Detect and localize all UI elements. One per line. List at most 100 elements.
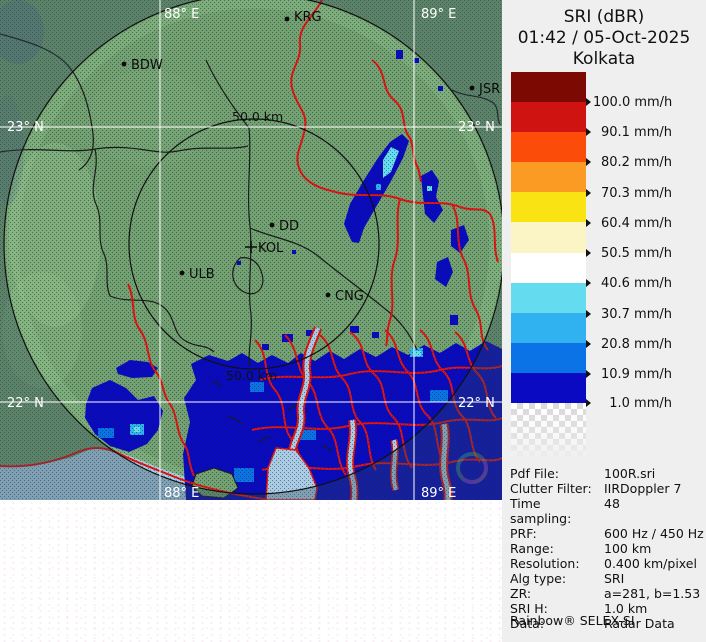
city-marker-cng: CNG xyxy=(325,289,364,304)
legend-value: 50.5 mm/h xyxy=(600,245,672,261)
legend-value: 70.3 mm/h xyxy=(600,185,672,201)
legend-entry: 20.8 mm/h xyxy=(586,336,672,352)
metadata-row: SRI H: 1.0 km xyxy=(510,601,702,616)
metadata-value: SRI xyxy=(604,571,625,586)
metadata-row: Clutter Filter: IIRDoppler 7 xyxy=(510,481,702,496)
city-label: BDW xyxy=(131,58,163,73)
range-ring-100km xyxy=(3,0,502,495)
metadata-value: Radar Data xyxy=(604,616,675,631)
legend-tick-icon xyxy=(586,98,591,106)
legend-band xyxy=(511,102,586,133)
range-ring-label-top: 50.0 km xyxy=(232,109,283,124)
info-panel: SRI (dBR) 01:42 / 05-Oct-2025 Kolkata 10… xyxy=(502,0,706,642)
legend-entry: 60.4 mm/h xyxy=(586,215,672,231)
lon-label-89e-top: 89° E xyxy=(421,7,456,22)
city-label: ULB xyxy=(189,267,215,282)
metadata-value: IIRDoppler 7 xyxy=(604,481,682,496)
city-label: CNG xyxy=(335,289,364,304)
legend-tick-icon xyxy=(586,399,591,407)
city-dot-icon xyxy=(269,222,275,228)
metadata-row: Time sampling: 48 xyxy=(510,496,702,526)
timestamp: 01:42 / 05-Oct-2025 xyxy=(517,28,691,48)
lat-label-23n-right: 23° N xyxy=(458,120,495,135)
lat-label-22n-right: 22° N xyxy=(458,396,495,411)
metadata-row: ZR: a=281, b=1.53 xyxy=(510,586,702,601)
bottom-blank-area xyxy=(0,500,502,642)
legend-entry: 70.3 mm/h xyxy=(586,185,672,201)
radar-map-canvas: 88° E 89° E 88° E 89° E 23° N 23° N 22° … xyxy=(0,0,502,500)
legend-entry: 30.7 mm/h xyxy=(586,306,672,322)
radar-map: 88° E 89° E 88° E 89° E 23° N 23° N 22° … xyxy=(0,0,502,500)
legend-band xyxy=(511,372,586,404)
city-markers: BDW KRG JSR DD KOL xyxy=(121,10,500,304)
legend-tick-icon xyxy=(586,158,591,166)
legend-band xyxy=(511,72,586,103)
metadata-row: PRF: 600 Hz / 450 Hz xyxy=(510,526,704,541)
legend-tick-icon xyxy=(586,340,591,348)
metadata-label: Resolution: xyxy=(510,556,580,571)
legend-value: 60.4 mm/h xyxy=(600,215,672,231)
metadata-label: ZR: xyxy=(510,586,532,601)
lon-label-89e-bottom: 89° E xyxy=(421,486,456,500)
city-marker-kol: KOL xyxy=(245,241,284,256)
metadata-label: Clutter Filter: xyxy=(510,481,592,496)
city-marker-bdw: BDW xyxy=(121,58,163,73)
metadata-label: Range: xyxy=(510,541,554,556)
metadata-value: 1.0 km xyxy=(604,601,648,616)
metadata-row: Resolution: 0.400 km/pixel xyxy=(510,556,702,571)
city-dot-icon xyxy=(179,270,185,276)
legend-value: 1.0 mm/h xyxy=(609,395,672,411)
metadata-label: Time sampling: xyxy=(510,496,572,526)
software-brand: Rainbow® SELEX-SI xyxy=(510,613,635,628)
city-dot-icon xyxy=(121,61,127,67)
product-title: SRI (dBR) xyxy=(563,7,645,27)
lon-label-88e-top: 88° E xyxy=(164,7,199,22)
range-ring-50km xyxy=(128,118,380,370)
legend-entry: 90.1 mm/h xyxy=(586,124,672,140)
range-ring-label-bottom: 50.0 km xyxy=(226,368,277,383)
metadata-value: 0.400 km/pixel xyxy=(604,556,697,571)
legend-colorbar xyxy=(511,72,586,404)
metadata-label: PRF: xyxy=(510,526,537,541)
city-label: KRG xyxy=(294,10,322,25)
station-name: Kolkata xyxy=(572,49,636,69)
metadata-value: 100 km xyxy=(604,541,652,556)
legend-band xyxy=(511,312,586,343)
city-dot-icon xyxy=(284,16,290,22)
lat-label-22n-left: 22° N xyxy=(7,396,44,411)
city-dot-icon xyxy=(325,292,331,298)
city-dot-icon xyxy=(469,85,475,91)
legend-band xyxy=(511,162,586,193)
legend-band xyxy=(511,132,586,163)
out-of-range-mask xyxy=(0,0,502,500)
legend-band xyxy=(511,282,586,313)
range-rings xyxy=(3,0,502,495)
legend-band xyxy=(511,342,586,373)
latlon-grid xyxy=(0,0,502,500)
legend-value: 40.6 mm/h xyxy=(600,275,672,291)
city-marker-dd: DD xyxy=(269,219,299,234)
legend-band xyxy=(511,222,586,253)
legend-entry: 80.2 mm/h xyxy=(586,154,672,170)
legend-value: 10.9 mm/h xyxy=(600,366,672,382)
metadata-label: Pdf File: xyxy=(510,466,559,481)
legend-value: 30.7 mm/h xyxy=(600,306,672,322)
legend-tick-icon xyxy=(586,249,591,257)
lon-label-88e-bottom: 88° E xyxy=(164,486,199,500)
legend-tick-icon xyxy=(586,370,591,378)
metadata-row: Range: 100 km xyxy=(510,541,702,556)
legend-band xyxy=(511,252,586,283)
legend-tick-icon xyxy=(586,310,591,318)
legend-entry: 40.6 mm/h xyxy=(586,275,672,291)
metadata-label: Alg type: xyxy=(510,571,567,586)
radar-site-cross-icon xyxy=(245,241,257,253)
legend-value: 100.0 mm/h xyxy=(593,94,673,110)
grid-labels: 88° E 89° E 88° E 89° E 23° N 23° N 22° … xyxy=(7,7,495,500)
scan-metadata: Pdf File: 100R.sri Clutter Filter: IIRDopp… xyxy=(510,466,704,631)
lat-label-23n-left: 23° N xyxy=(7,120,44,135)
legend-tick-icon xyxy=(586,279,591,287)
legend-entry: 100.0 mm/h xyxy=(586,94,672,110)
watermark-ring xyxy=(456,452,488,484)
metadata-row: Alg type: SRI xyxy=(510,571,702,586)
